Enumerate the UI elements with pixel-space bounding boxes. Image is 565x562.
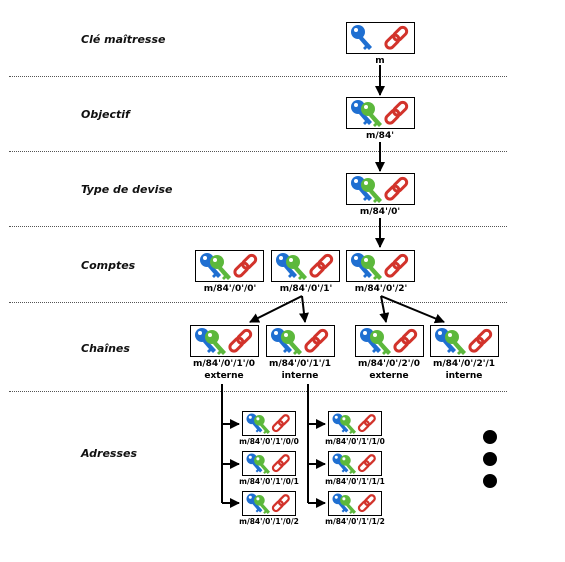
- green-key-icon: [254, 455, 271, 474]
- path-label-coin-type: m/84'/0': [359, 207, 401, 217]
- green-key-icon: [370, 330, 391, 355]
- red-chain-link-icon: [271, 414, 290, 433]
- red-chain-link-icon: [233, 253, 258, 278]
- ellipsis-dot: [483, 430, 497, 444]
- green-key-icon: [254, 495, 271, 514]
- green-key-icon: [361, 178, 382, 203]
- chain-2-1-key-node: [430, 325, 499, 357]
- path-label-chain-1-0: m/84'/0'/1'/0: [192, 359, 256, 369]
- green-key-icon: [254, 415, 271, 434]
- path-label-chain-2-0: m/84'/0'/2'/0: [357, 359, 421, 369]
- path-label-chain-2-1: m/84'/0'/2'/1: [432, 359, 496, 369]
- red-chain-link-icon: [357, 414, 376, 433]
- chain-1-0-key-node: [190, 325, 259, 357]
- path-label-addr-1-0-0: m/84'/0'/1'/0/0: [239, 437, 299, 446]
- red-chain-link-icon: [304, 328, 329, 353]
- chain-type-external: externe: [204, 371, 244, 381]
- red-chain-link-icon: [357, 454, 376, 473]
- green-key-icon: [205, 330, 226, 355]
- account-2-key-node: [346, 250, 415, 282]
- master-key-node: [346, 22, 415, 54]
- account-0-key-node: [195, 250, 264, 282]
- red-chain-link-icon: [309, 253, 334, 278]
- green-key-icon: [281, 330, 302, 355]
- arrow-account-1-to-chain-1-1: [299, 295, 309, 323]
- chain-type-external: externe: [369, 371, 409, 381]
- arrow-account-2-to-chain-2-1: [380, 295, 445, 324]
- level-label-accounts: Comptes: [81, 259, 136, 272]
- addr-1-1-1-key-node: [328, 451, 382, 476]
- green-key-icon: [361, 102, 382, 127]
- red-chain-link-icon: [384, 253, 409, 278]
- blue-key-icon: [246, 493, 263, 513]
- addr-1-0-0-key-node: [242, 411, 296, 436]
- level-label-chains: Chaînes: [81, 342, 130, 355]
- green-key-icon: [340, 495, 357, 514]
- separator: [9, 151, 507, 152]
- green-key-icon: [286, 255, 307, 280]
- separator: [9, 76, 507, 77]
- green-key-icon: [361, 255, 382, 280]
- ellipsis-dot: [483, 452, 497, 466]
- coin-type-key-node: [346, 173, 415, 205]
- level-label-purpose: Objectif: [81, 108, 130, 121]
- level-label-coin-type: Type de devise: [81, 183, 173, 196]
- addr-1-1-0-key-node: [328, 411, 382, 436]
- addr-1-1-2-key-node: [328, 491, 382, 516]
- account-1-key-node: [271, 250, 340, 282]
- path-label-chain-1-1: m/84'/0'/1'/1: [268, 359, 332, 369]
- path-label-account-2: m/84'/0'/2': [354, 284, 408, 294]
- path-label-addr-1-1-1: m/84'/0'/1'/1/1: [325, 477, 385, 486]
- chain-type-internal: interne: [445, 371, 483, 381]
- arrow-account-1-to-chain-1-0: [249, 295, 303, 323]
- path-label-account-1: m/84'/0'/1': [279, 284, 333, 294]
- separator: [9, 226, 507, 227]
- separator: [9, 302, 507, 303]
- green-key-icon: [340, 415, 357, 434]
- path-label-addr-1-0-2: m/84'/0'/1'/0/2: [239, 517, 299, 526]
- red-chain-link-icon: [271, 494, 290, 513]
- path-label-addr-1-1-0: m/84'/0'/1'/1/0: [325, 437, 385, 446]
- chain-1-1-key-node: [266, 325, 335, 357]
- red-chain-link-icon: [384, 176, 409, 201]
- red-chain-link-icon: [357, 494, 376, 513]
- blue-key-icon: [351, 25, 372, 50]
- chain-type-internal: interne: [281, 371, 319, 381]
- green-key-icon: [340, 455, 357, 474]
- arrow-account-2-to-chain-2-0: [379, 295, 390, 323]
- red-chain-link-icon: [468, 328, 493, 353]
- red-chain-link-icon: [384, 25, 409, 50]
- path-label-purpose: m/84': [366, 131, 394, 141]
- addr-1-0-1-key-node: [242, 451, 296, 476]
- path-label-addr-1-1-2: m/84'/0'/1'/1/2: [325, 517, 385, 526]
- green-key-icon: [210, 255, 231, 280]
- chain-2-0-key-node: [355, 325, 424, 357]
- path-label-master: m: [375, 56, 385, 66]
- green-key-icon: [445, 330, 466, 355]
- red-chain-link-icon: [384, 100, 409, 125]
- path-label-addr-1-0-1: m/84'/0'/1'/0/1: [239, 477, 299, 486]
- level-label-addresses: Adresses: [81, 447, 138, 460]
- addr-1-0-2-key-node: [242, 491, 296, 516]
- red-chain-link-icon: [228, 328, 253, 353]
- red-chain-link-icon: [393, 328, 418, 353]
- level-label-master: Clé maîtresse: [81, 33, 166, 46]
- ellipsis-dot: [483, 474, 497, 488]
- purpose-key-node: [346, 97, 415, 129]
- red-chain-link-icon: [271, 454, 290, 473]
- separator: [9, 391, 507, 392]
- path-label-account-0: m/84'/0'/0': [203, 284, 257, 294]
